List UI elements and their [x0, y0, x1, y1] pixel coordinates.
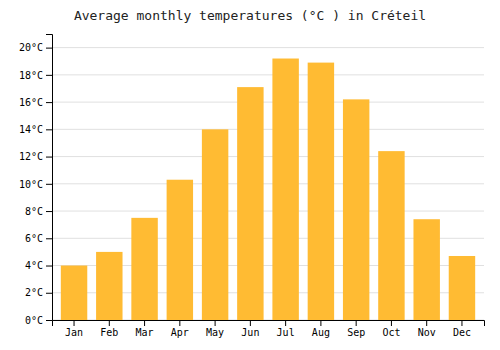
x-tick: Sep [347, 320, 365, 338]
x-tick: Dec [453, 320, 471, 338]
y-axis: 0°C 2°C 4°C 6°C 8°C 10°C 12°C 14°C 16°C 18°C 20°C [19, 35, 53, 326]
y-tick-mark [46, 211, 52, 212]
grid-line [52, 74, 484, 75]
grid-line [52, 102, 484, 103]
grid-line [52, 156, 484, 157]
plot-area [61, 59, 475, 320]
y-tick: 4°C [25, 260, 52, 271]
x-tick-label: Aug [312, 327, 330, 338]
grid-line [52, 129, 484, 130]
x-tick: Jun [241, 320, 259, 338]
bar [378, 151, 404, 320]
x-tick-label: Jan [65, 327, 83, 338]
y-tick-label: 0°C [25, 315, 43, 326]
y-tick: 12°C [19, 151, 52, 162]
chart: 0°C 2°C 4°C 6°C 8°C 10°C 12°C 14°C 16°C 18°C 20°C J… [0, 0, 500, 350]
x-tick: May [206, 320, 224, 338]
grid [52, 48, 484, 320]
x-tick-mark [144, 320, 145, 326]
x-tick-label: Dec [453, 327, 471, 338]
y-tick-label: 4°C [25, 260, 43, 271]
bar [61, 266, 87, 320]
y-tick: 6°C [25, 233, 52, 244]
x-tick-mark [320, 320, 321, 326]
y-tick: 0°C [25, 315, 52, 326]
bar [272, 59, 298, 320]
x-tick: Mar [136, 320, 154, 338]
x-tick-label: Apr [171, 327, 189, 338]
y-tick-label: 16°C [19, 97, 43, 108]
bar [449, 256, 475, 320]
bar [343, 99, 369, 320]
x-axis: Jan Feb Mar Apr May Jun Jul Aug Sep Oct Nov Dec [53, 320, 485, 338]
y-tick-mark [46, 129, 52, 130]
y-tick-mark [46, 102, 52, 103]
y-tick-label: 10°C [19, 179, 43, 190]
y-tick-mark [46, 320, 52, 321]
x-tick: Jan [65, 320, 83, 338]
x-tick-mark [109, 320, 110, 326]
bar [167, 180, 193, 320]
x-tick: Aug [312, 320, 330, 338]
x-tick-mark [285, 320, 286, 326]
y-tick: 14°C [19, 124, 52, 135]
x-tick-label: Mar [136, 327, 154, 338]
x-axis-line [53, 321, 485, 327]
x-tick-mark [426, 320, 427, 326]
bar [202, 129, 228, 320]
y-tick-mark [46, 75, 52, 76]
x-tick-label: Jun [241, 327, 259, 338]
bar [237, 87, 263, 320]
bar [413, 219, 439, 320]
y-tick-label: 6°C [25, 233, 43, 244]
x-tick-mark [250, 320, 251, 326]
y-tick-mark [46, 266, 52, 267]
y-axis-line [46, 35, 53, 321]
x-tick: Feb [100, 320, 118, 338]
x-tick-mark [356, 320, 357, 326]
x-tick-mark [461, 320, 462, 326]
y-tick: 8°C [25, 206, 52, 217]
x-tick-mark [391, 320, 392, 326]
y-tick-label: 14°C [19, 124, 43, 135]
bar [131, 218, 157, 320]
bar [308, 63, 334, 320]
x-tick: Apr [171, 320, 189, 338]
y-tick-label: 8°C [25, 206, 43, 217]
y-tick-mark [46, 157, 52, 158]
y-tick: 10°C [19, 179, 52, 190]
x-tick-label: Nov [418, 327, 436, 338]
x-tick: Nov [418, 320, 436, 338]
y-tick-mark [46, 238, 52, 239]
grid-line [52, 211, 484, 212]
title: Average monthly temperatures (°C ) in Cr… [74, 8, 426, 23]
x-tick-label: Feb [100, 327, 118, 338]
y-tick-mark [46, 184, 52, 185]
y-tick-mark [46, 293, 52, 294]
grid-line [52, 47, 484, 48]
x-tick-label: Jul [277, 327, 295, 338]
x-tick: Jul [277, 320, 295, 338]
y-tick-label: 20°C [19, 42, 43, 53]
x-tick-label: May [206, 327, 224, 338]
grid-line [52, 183, 484, 184]
x-tick: Oct [382, 320, 400, 338]
y-tick: 2°C [25, 287, 52, 298]
x-tick-mark [74, 320, 75, 326]
y-tick: 20°C [19, 42, 52, 53]
chart-container: 0°C 2°C 4°C 6°C 8°C 10°C 12°C 14°C 16°C 18°C 20°C J… [0, 0, 500, 350]
y-tick-mark [46, 48, 52, 49]
x-tick-label: Oct [382, 327, 400, 338]
y-tick-label: 2°C [25, 287, 43, 298]
x-tick-mark [179, 320, 180, 326]
y-tick-label: 12°C [19, 151, 43, 162]
x-tick-mark [215, 320, 216, 326]
bar [96, 252, 122, 320]
y-tick-label: 18°C [19, 70, 43, 81]
x-tick-label: Sep [347, 327, 365, 338]
y-tick: 16°C [19, 97, 52, 108]
y-tick: 18°C [19, 70, 52, 81]
